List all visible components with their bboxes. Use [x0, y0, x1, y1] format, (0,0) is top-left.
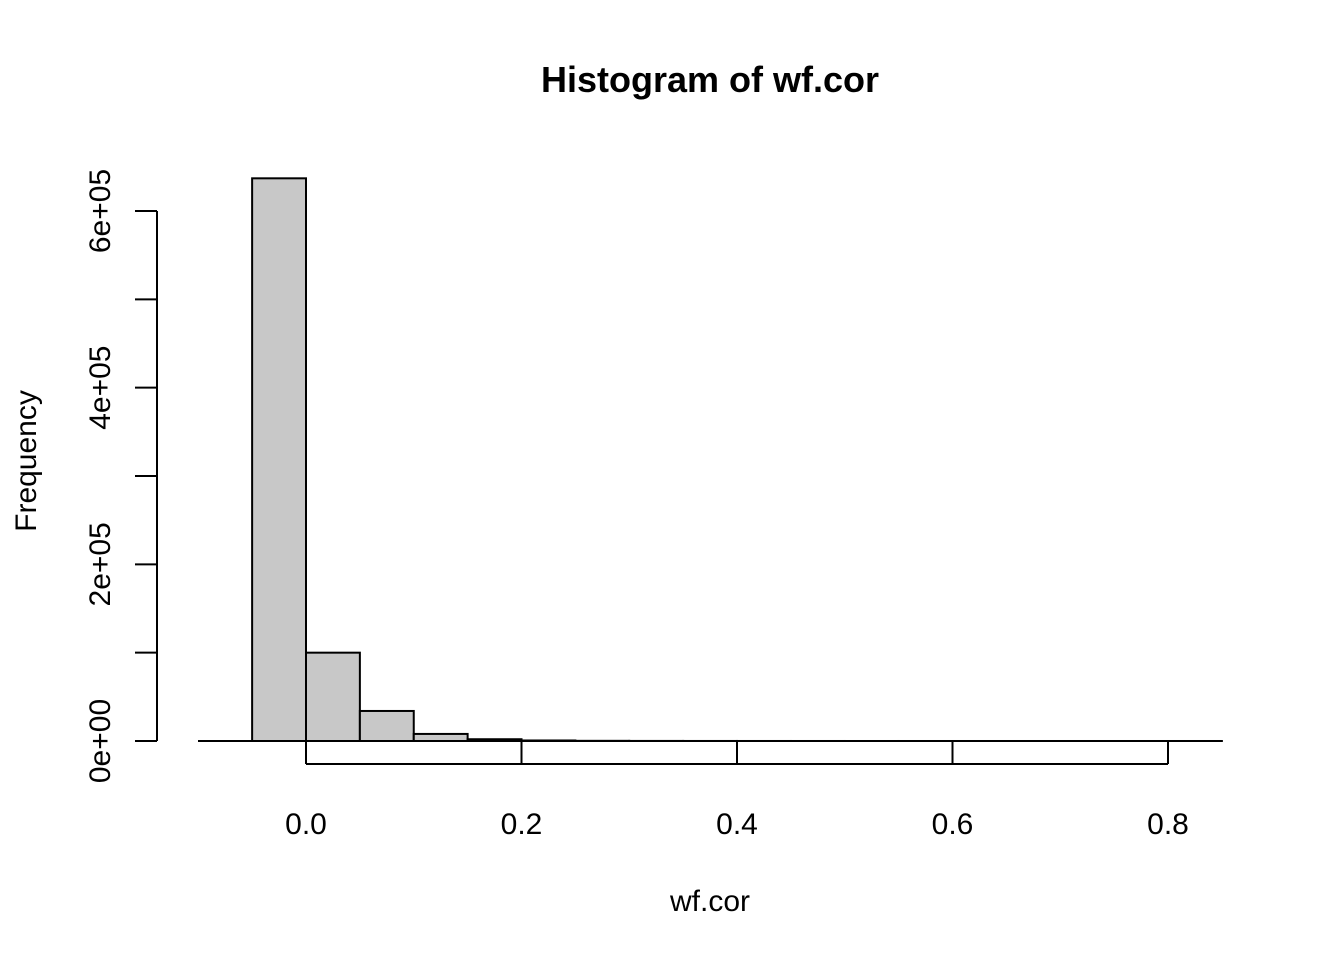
- histogram-bar: [305, 651, 361, 743]
- x-axis: 0.0 0.2 0.4 0.6 0.8: [285, 742, 1189, 841]
- y-tick-label: 0e+00: [84, 699, 117, 783]
- x-tick-label: 0.6: [932, 808, 974, 841]
- histogram-bar: [251, 177, 307, 743]
- chart-title: Histogram of wf.cor: [541, 59, 879, 100]
- y-tick-label: 6e+05: [84, 169, 117, 253]
- x-tick-label: 0.8: [1147, 808, 1189, 841]
- y-tick-label: 2e+05: [84, 522, 117, 606]
- histogram-bar: [412, 732, 469, 743]
- bars-group: [251, 177, 1223, 743]
- histogram-bar: [358, 709, 415, 743]
- y-axis: 0e+00 2e+05 4e+05 6e+05: [84, 169, 158, 783]
- x-tick-label: 0.0: [285, 808, 327, 841]
- y-axis-label: Frequency: [10, 390, 43, 532]
- x-tick-label: 0.4: [716, 808, 758, 841]
- x-axis-label: wf.cor: [669, 885, 750, 918]
- y-tick-label: 4e+05: [84, 346, 117, 430]
- x-tick-label: 0.2: [501, 808, 543, 841]
